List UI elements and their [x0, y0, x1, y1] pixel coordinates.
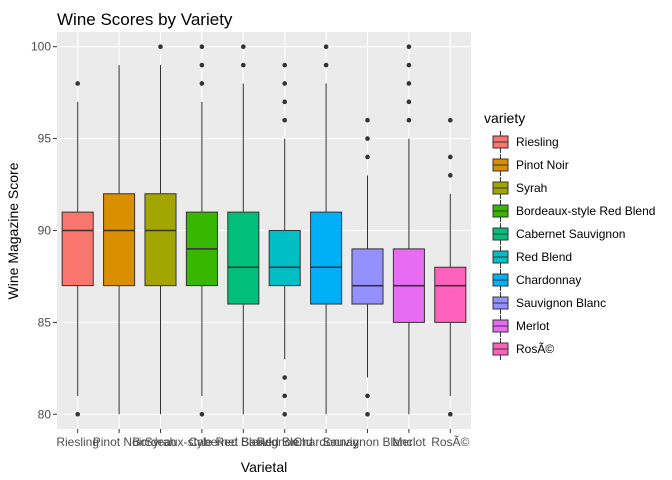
box-1: [103, 65, 136, 415]
x-tick-label: Sauvignon Blanc: [322, 435, 412, 449]
legend-item-8: Merlot: [492, 315, 550, 337]
legend-item-4: Cabernet Sauvignon: [492, 223, 625, 245]
legend-label: Riesling: [516, 135, 559, 149]
boxes-group: [61, 44, 467, 417]
legend: variety Riesling Pinot Noir Syrah Bordeaux-…: [484, 110, 655, 360]
chart-title: Wine Scores by Variety: [57, 10, 233, 29]
box-5: [268, 62, 301, 417]
y-tick-label: 85: [38, 315, 52, 329]
outlier-point: [158, 44, 163, 50]
box-body: [268, 230, 301, 287]
x-tick-label: Pinot Noir: [93, 435, 146, 449]
y-tick-label: 95: [38, 132, 52, 146]
x-tick-label: Red Blend: [257, 435, 313, 449]
box-0: [61, 81, 94, 417]
y-tick-label: 90: [38, 224, 52, 238]
legend-item-2: Syrah: [492, 177, 547, 199]
box-6: [310, 44, 343, 415]
legend-item-3: Bordeaux-style Red Blend: [492, 200, 655, 222]
x-tick-label: RosÃ©: [431, 435, 469, 449]
box-4: [227, 44, 260, 415]
outlier-point: [199, 62, 205, 68]
outlier-point: [406, 62, 412, 68]
y-tick-label: 80: [38, 407, 52, 421]
outlier-point: [282, 99, 288, 105]
box-3: [185, 44, 218, 417]
outlier-point: [323, 44, 329, 50]
legend-label: Syrah: [516, 181, 547, 195]
outlier-point: [241, 62, 246, 68]
y-tick-label: 100: [31, 40, 51, 54]
outlier-point: [199, 411, 205, 417]
box-8: [392, 44, 425, 415]
legend-item-0: Riesling: [492, 131, 559, 153]
x-tick-label: Riesling: [56, 435, 99, 449]
outlier-point: [282, 62, 288, 68]
legend-label: Chardonnay: [516, 273, 581, 287]
legend-item-1: Pinot Noir: [492, 154, 569, 176]
legend-label: Bordeaux-style Red Blend: [516, 204, 655, 218]
y-axis-title: Wine Magazine Score: [5, 162, 21, 299]
outlier-point: [282, 81, 288, 86]
x-axis-title: Varietal: [241, 459, 287, 475]
legend-label: Cabernet Sauvignon: [516, 227, 625, 241]
legend-title: variety: [484, 110, 525, 126]
outlier-point: [365, 393, 370, 399]
legend-item-7: Sauvignon Blanc: [492, 292, 606, 314]
legend-item-5: Red Blend: [492, 246, 572, 268]
box-body: [227, 211, 260, 305]
outlier-point: [448, 117, 453, 123]
outlier-point: [448, 173, 453, 178]
outlier-point: [75, 411, 80, 417]
outlier-point: [282, 393, 288, 399]
box-body: [310, 211, 343, 305]
legend-label: Red Blend: [516, 250, 572, 264]
box-7: [351, 117, 384, 417]
outlier-point: [448, 154, 453, 160]
outlier-point: [199, 44, 205, 50]
legend-label: Pinot Noir: [516, 158, 569, 172]
box-body: [61, 211, 94, 287]
x-tick-label: Bordeaux-style Red Blend: [132, 435, 271, 449]
outlier-point: [282, 375, 288, 380]
outlier-point: [406, 44, 412, 50]
outlier-point: [365, 411, 370, 417]
legend-label: RosÃ©: [516, 342, 554, 356]
x-tick-label: Cabernet Sauvignon: [189, 435, 298, 449]
legend-label: Merlot: [516, 319, 550, 333]
x-tick-label: Merlot: [392, 435, 426, 449]
outlier-point: [448, 411, 453, 417]
outlier-point: [323, 62, 329, 68]
box-2: [144, 44, 177, 415]
box-body: [144, 193, 177, 287]
outlier-point: [282, 411, 288, 417]
y-axis: 80 85 90 95 100: [31, 40, 57, 421]
legend-item-6: Chardonnay: [492, 269, 581, 291]
legend-label: Sauvignon Blanc: [516, 296, 606, 310]
x-tick-label: Syrah: [145, 435, 176, 449]
outlier-point: [365, 154, 370, 160]
box-body: [434, 266, 467, 323]
outlier-point: [406, 81, 412, 86]
legend-item-9: RosÃ©: [492, 338, 554, 360]
box-body: [103, 193, 136, 287]
outlier-point: [365, 136, 370, 141]
outlier-point: [365, 117, 370, 123]
box-body: [351, 248, 384, 305]
outlier-point: [75, 81, 80, 86]
outlier-point: [241, 44, 246, 50]
outlier-point: [282, 117, 288, 123]
outlier-point: [406, 99, 412, 105]
box-9: [434, 117, 467, 417]
outlier-point: [406, 117, 412, 123]
x-tick-label: Chardonnay: [293, 435, 358, 449]
outlier-point: [199, 81, 205, 86]
